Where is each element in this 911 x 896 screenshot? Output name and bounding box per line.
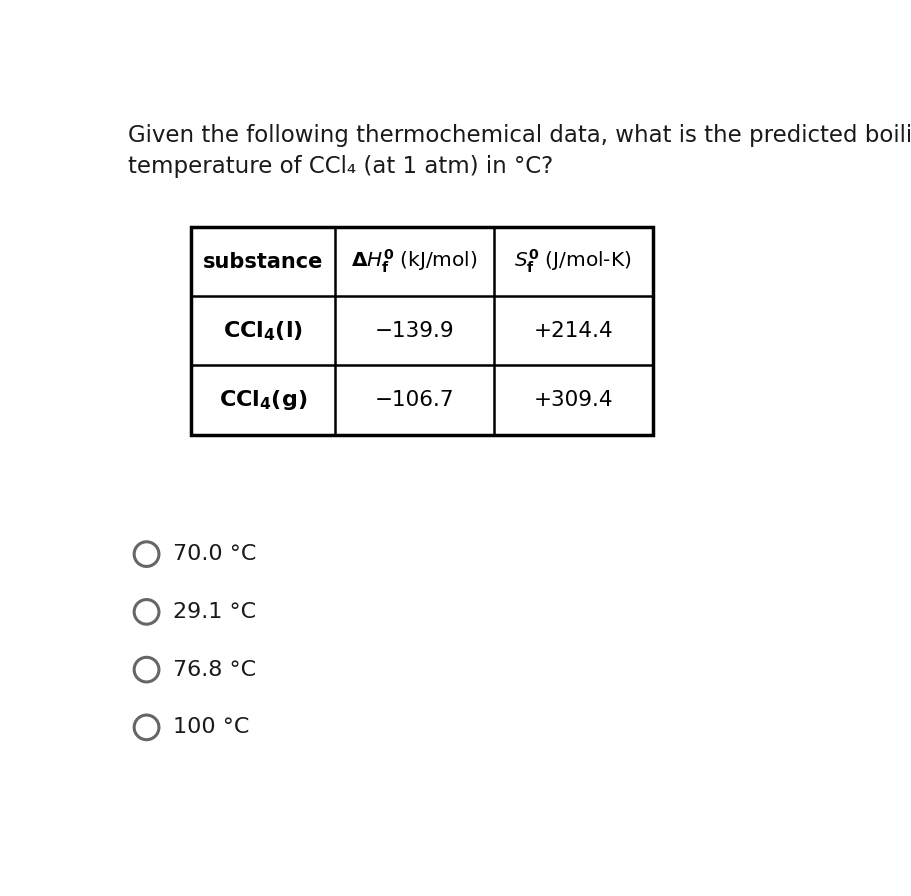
Text: Given the following thermochemical data, what is the predicted boiling: Given the following thermochemical data,… [128, 125, 911, 148]
Text: −106.7: −106.7 [374, 390, 454, 410]
Text: +214.4: +214.4 [533, 321, 612, 340]
Text: temperature of CCl₄ (at 1 atm) in °C?: temperature of CCl₄ (at 1 atm) in °C? [128, 155, 553, 178]
Text: $\mathbf{CCl_4(l)}$: $\mathbf{CCl_4(l)}$ [223, 319, 302, 342]
Text: substance: substance [203, 252, 323, 271]
Text: 76.8 °C: 76.8 °C [173, 659, 256, 680]
Text: 70.0 °C: 70.0 °C [173, 544, 256, 564]
Text: −139.9: −139.9 [374, 321, 454, 340]
Text: $\mathbf{\mathit{S}_f^0}$ (J/mol-K): $\mathbf{\mathit{S}_f^0}$ (J/mol-K) [514, 248, 631, 275]
Text: $\mathbf{CCl_4(g)}$: $\mathbf{CCl_4(g)}$ [219, 388, 307, 412]
Text: 29.1 °C: 29.1 °C [173, 602, 256, 622]
Text: 100 °C: 100 °C [173, 718, 249, 737]
Bar [191, 227, 652, 435]
Text: $\mathbf{\Delta\mathit{H}_f^0}$ (kJ/mol): $\mathbf{\Delta\mathit{H}_f^0}$ (kJ/mol) [351, 248, 477, 275]
Text: +309.4: +309.4 [533, 390, 612, 410]
